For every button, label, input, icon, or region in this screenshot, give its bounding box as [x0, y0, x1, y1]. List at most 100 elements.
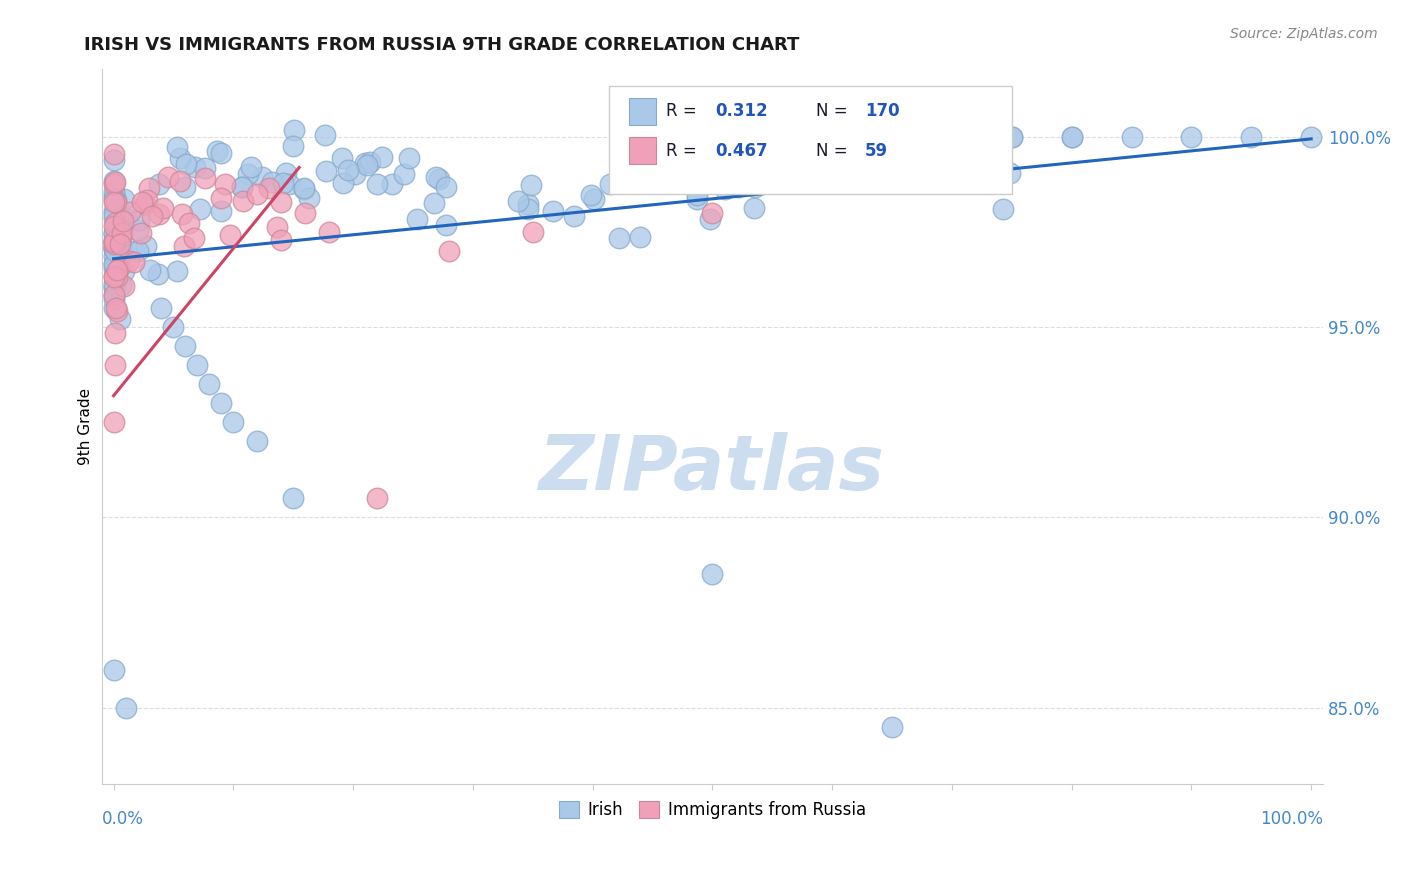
Point [880, 720, 903, 734]
Point [607, 231, 630, 245]
Point [103, 241, 125, 255]
Point [152, 201, 174, 215]
Point [103, 242, 125, 256]
Point [105, 214, 128, 228]
Point [110, 230, 132, 244]
Point [434, 179, 457, 194]
Text: 0.467: 0.467 [714, 142, 768, 160]
Text: Source: ZipAtlas.com: Source: ZipAtlas.com [1230, 27, 1378, 41]
Point [330, 151, 353, 165]
Point [103, 279, 125, 293]
Point [283, 491, 305, 506]
Point [141, 210, 163, 224]
Point [292, 181, 315, 195]
Point [231, 179, 253, 194]
Point [135, 239, 157, 253]
Bar [630, 137, 657, 164]
Point [135, 193, 157, 207]
Point [398, 152, 420, 166]
Point [354, 155, 377, 169]
Point [103, 241, 125, 255]
Text: 0.0%: 0.0% [101, 811, 143, 829]
Point [112, 279, 135, 293]
Point [672, 161, 695, 175]
Point [1001, 130, 1024, 145]
Point [169, 174, 191, 188]
Point [103, 211, 125, 225]
Point [699, 212, 721, 227]
Point [148, 177, 170, 191]
Point [169, 151, 191, 165]
Text: ZIPatlas: ZIPatlas [540, 432, 886, 506]
Point [103, 235, 125, 250]
Point [821, 130, 844, 145]
Point [714, 181, 737, 195]
Point [105, 304, 128, 318]
Point [103, 233, 125, 247]
Point [105, 203, 128, 218]
Point [146, 267, 169, 281]
Point [222, 415, 245, 429]
Point [103, 226, 125, 240]
Text: 100.0%: 100.0% [1260, 811, 1323, 829]
Text: 170: 170 [865, 103, 900, 120]
Point [318, 225, 340, 239]
Point [103, 194, 125, 209]
Point [129, 226, 152, 240]
Point [232, 194, 254, 209]
Point [1180, 130, 1202, 145]
Point [198, 377, 221, 392]
Point [283, 123, 305, 137]
Point [150, 301, 173, 316]
Point [131, 195, 153, 210]
Point [644, 142, 666, 156]
Point [813, 151, 835, 165]
Point [104, 216, 127, 230]
Point [138, 181, 160, 195]
Point [194, 170, 217, 185]
Point [166, 263, 188, 277]
Point [941, 130, 963, 145]
Point [685, 187, 707, 202]
Y-axis label: 9th Grade: 9th Grade [79, 387, 93, 465]
Point [103, 192, 125, 206]
Point [122, 244, 145, 258]
Point [628, 230, 651, 244]
Point [103, 189, 125, 203]
Point [103, 287, 125, 301]
Point [252, 170, 274, 185]
Point [112, 192, 135, 206]
Point [105, 269, 128, 284]
Point [103, 277, 125, 291]
Point [104, 260, 127, 274]
Text: IRISH VS IMMIGRANTS FROM RUSSIA 9TH GRADE CORRELATION CHART: IRISH VS IMMIGRANTS FROM RUSSIA 9TH GRAD… [84, 36, 800, 54]
Point [186, 358, 208, 372]
Point [599, 178, 621, 192]
Point [122, 255, 145, 269]
Point [209, 191, 232, 205]
Point [761, 130, 783, 145]
Point [925, 158, 948, 172]
Point [127, 223, 149, 237]
Text: R =: R = [666, 103, 702, 120]
Point [209, 396, 232, 410]
Point [344, 167, 367, 181]
Point [184, 161, 207, 175]
Point [103, 235, 125, 249]
Point [991, 202, 1014, 216]
Point [425, 170, 447, 185]
Point [103, 257, 125, 271]
Point [516, 202, 538, 217]
Point [880, 130, 903, 145]
Point [112, 244, 135, 258]
Point [522, 225, 544, 239]
Point [246, 434, 269, 449]
Point [114, 700, 136, 714]
Point [209, 204, 232, 219]
Point [104, 275, 127, 289]
Point [104, 326, 127, 340]
Bar [630, 98, 657, 125]
Point [405, 212, 427, 227]
Point [103, 206, 125, 220]
Point [177, 216, 200, 230]
